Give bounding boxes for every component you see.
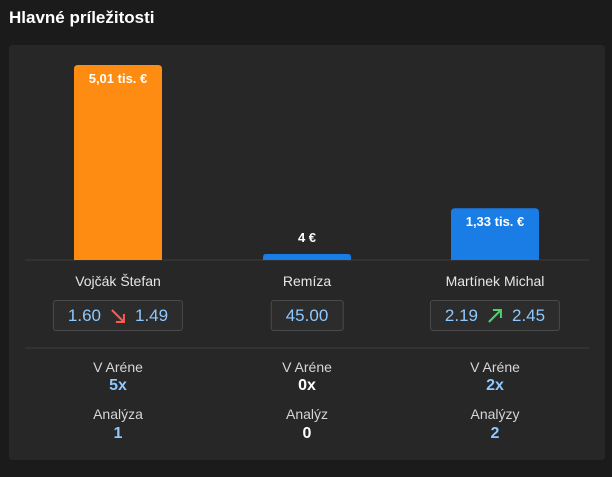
arena-label: V Aréne bbox=[282, 359, 332, 375]
analyses-value: 0 bbox=[302, 425, 312, 442]
trend-arrow bbox=[111, 308, 125, 323]
category-name: Martínek Michal bbox=[445, 273, 545, 289]
arena-value: 2x bbox=[486, 377, 504, 394]
odds-from: 2.19 bbox=[444, 305, 478, 325]
arena-label: V Aréne bbox=[470, 359, 520, 375]
section-title: Hlavné príležitosti bbox=[9, 8, 155, 27]
arena-value: 5x bbox=[109, 377, 127, 394]
value-label: 1,33 tis. € bbox=[466, 214, 525, 229]
arena-label: V Aréne bbox=[93, 359, 143, 375]
analyses-label: Analýz bbox=[285, 406, 329, 422]
bar bbox=[74, 65, 162, 260]
odds-box: 2.19 2.45 bbox=[429, 300, 561, 331]
value-label: 4 € bbox=[298, 230, 316, 245]
card: 5,01 tis. € 4 € 1,33 tis. € Vojčák Štefan 1… bbox=[9, 45, 605, 460]
odds-box: 45.00 bbox=[270, 300, 344, 331]
arena-value: 0x bbox=[298, 377, 316, 394]
odds-to: 1.49 bbox=[135, 305, 169, 325]
chart: 5,01 tis. € 4 € 1,33 tis. € bbox=[25, 65, 589, 349]
odds-value: 45.00 bbox=[285, 305, 329, 325]
bar bbox=[263, 254, 351, 260]
category-name: Vojčák Štefan bbox=[75, 273, 161, 289]
analyses-value: 1 bbox=[113, 425, 123, 442]
category-name: Remíza bbox=[282, 273, 332, 289]
analyses-label: Analýza bbox=[93, 406, 143, 422]
bar bbox=[451, 208, 539, 260]
odds-from: 1.60 bbox=[67, 305, 101, 325]
odds-to: 2.45 bbox=[512, 305, 546, 325]
value-label: 5,01 tis. € bbox=[89, 71, 148, 86]
trend-arrow bbox=[488, 308, 502, 323]
odds-box: 1.60 1.49 bbox=[52, 300, 184, 331]
analyses-value: 2 bbox=[490, 425, 500, 442]
analyses-label: Analýzy bbox=[470, 406, 520, 422]
